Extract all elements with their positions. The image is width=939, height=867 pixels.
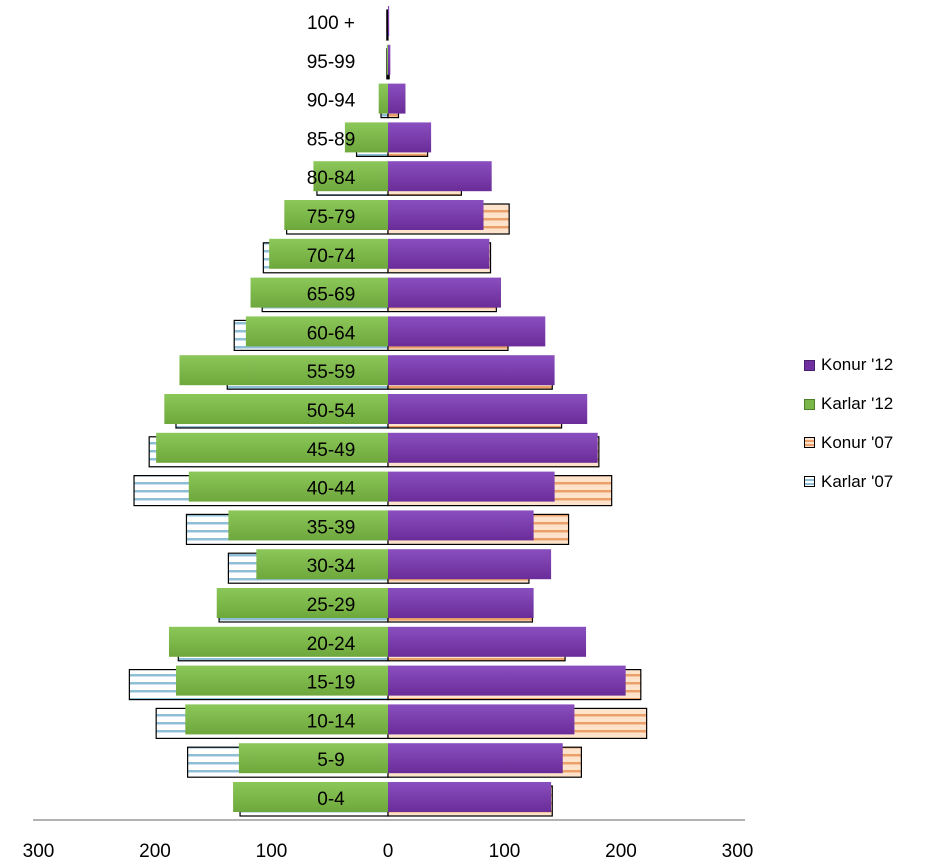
bar-karlar-12 bbox=[344, 122, 388, 153]
category-label: 95-99 bbox=[307, 52, 356, 73]
bar-konur-12 bbox=[388, 743, 563, 774]
bar-karlar-12 bbox=[378, 83, 388, 114]
bar-karlar-12 bbox=[156, 432, 388, 463]
x-tick-label: 100 bbox=[489, 841, 521, 862]
bar-karlar-12 bbox=[284, 200, 388, 230]
category-label: 80-84 bbox=[307, 168, 356, 189]
x-tick-label: 0 bbox=[383, 841, 394, 862]
category-labels: 0-4 5-9 10-14 15-19 20-24 25-29 30-34 35-39 40-4… bbox=[307, 13, 356, 810]
bar-karlar-12 bbox=[179, 355, 388, 386]
legend: Konur '12 Karlar '12 Konur '07 Karlar '0… bbox=[804, 346, 893, 501]
bar-karlar-12 bbox=[216, 588, 388, 618]
bar-konur-12 bbox=[388, 277, 502, 308]
category-label: 10-14 bbox=[307, 711, 356, 732]
bar-karlar-12 bbox=[233, 782, 388, 812]
bar-karlar-12 bbox=[269, 238, 388, 269]
category-label: 5-9 bbox=[317, 750, 344, 771]
x-tick-label: 200 bbox=[139, 841, 171, 862]
bar-karlar-07 bbox=[386, 9, 389, 41]
bar-konur-12 bbox=[388, 44, 391, 75]
bar-karlar-12 bbox=[386, 44, 388, 75]
legend-item: Konur '07 bbox=[804, 424, 893, 463]
bar-karlar-12 bbox=[245, 316, 388, 347]
category-label: 35-39 bbox=[307, 517, 356, 538]
bar-karlar-12 bbox=[228, 510, 388, 541]
bar-konur-12 bbox=[388, 549, 552, 580]
legend-item: Karlar '07 bbox=[804, 462, 893, 501]
bar-konur-12 bbox=[388, 432, 598, 463]
category-label: 20-24 bbox=[307, 634, 356, 655]
bar-karlar-12 bbox=[168, 626, 388, 657]
category-label: 15-19 bbox=[307, 673, 356, 694]
legend-item: Karlar '12 bbox=[804, 385, 893, 424]
legend-label: Konur '12 bbox=[821, 355, 894, 375]
bar-konur-12 bbox=[388, 355, 555, 386]
bar-karlar-12 bbox=[313, 161, 388, 192]
legend-swatch-konur-07 bbox=[804, 437, 815, 449]
category-label: 0-4 bbox=[317, 789, 345, 810]
category-label: 90-94 bbox=[307, 91, 356, 112]
bar-konur-12 bbox=[388, 83, 406, 114]
legend-label: Konur '07 bbox=[821, 432, 894, 452]
category-label: 55-59 bbox=[307, 362, 356, 383]
legend-item: Konur '12 bbox=[804, 346, 893, 385]
legend-swatch-karlar-12 bbox=[804, 398, 815, 410]
legend-swatch-karlar-07 bbox=[804, 476, 815, 488]
category-label: 45-49 bbox=[307, 440, 356, 461]
bar-karlar-12 bbox=[164, 394, 388, 424]
x-tick-label: 300 bbox=[23, 841, 55, 862]
bar-konur-12 bbox=[388, 394, 588, 424]
x-axis-tick-labels: 300 200 100 0 100 200 300 bbox=[23, 841, 754, 862]
bar-konur-12 bbox=[388, 122, 432, 153]
bar-konur-12 bbox=[388, 665, 626, 696]
bar-konur-12 bbox=[388, 782, 552, 812]
bar-konur-12 bbox=[388, 588, 534, 618]
category-label: 70-74 bbox=[307, 246, 356, 267]
bar-konur-12 bbox=[388, 316, 546, 347]
bar-karlar-12 bbox=[250, 277, 388, 308]
bar-konur-12 bbox=[388, 510, 534, 541]
category-label: 40-44 bbox=[307, 479, 356, 500]
bar-konur-12 bbox=[388, 704, 575, 735]
category-label: 50-54 bbox=[307, 401, 356, 422]
bar-karlar-12 bbox=[188, 471, 388, 502]
bar-karlar-12 bbox=[256, 549, 388, 580]
category-label: 25-29 bbox=[307, 595, 356, 616]
bar-karlar-12 bbox=[238, 743, 388, 774]
bars-2012 bbox=[156, 6, 626, 812]
category-label: 85-89 bbox=[307, 129, 356, 150]
category-label: 30-34 bbox=[307, 556, 356, 577]
bar-konur-12 bbox=[388, 161, 492, 192]
category-label: 100 + bbox=[307, 13, 355, 34]
bar-konur-12 bbox=[388, 238, 490, 269]
category-label: 75-79 bbox=[307, 207, 356, 228]
category-label: 60-64 bbox=[307, 323, 356, 344]
bar-konur-12 bbox=[388, 6, 390, 36]
bar-konur-12 bbox=[388, 471, 555, 502]
category-label: 65-69 bbox=[307, 285, 356, 306]
legend-label: Karlar '07 bbox=[821, 471, 894, 491]
bar-karlar-12 bbox=[175, 665, 388, 696]
x-tick-label: 300 bbox=[722, 841, 754, 862]
bar-konur-12 bbox=[388, 200, 484, 230]
x-tick-label: 200 bbox=[605, 841, 637, 862]
legend-swatch-konur-12 bbox=[804, 359, 815, 371]
x-tick-label: 100 bbox=[256, 841, 288, 862]
bar-karlar-12 bbox=[185, 704, 388, 735]
bar-konur-12 bbox=[388, 626, 587, 657]
legend-label: Karlar '12 bbox=[821, 394, 894, 414]
